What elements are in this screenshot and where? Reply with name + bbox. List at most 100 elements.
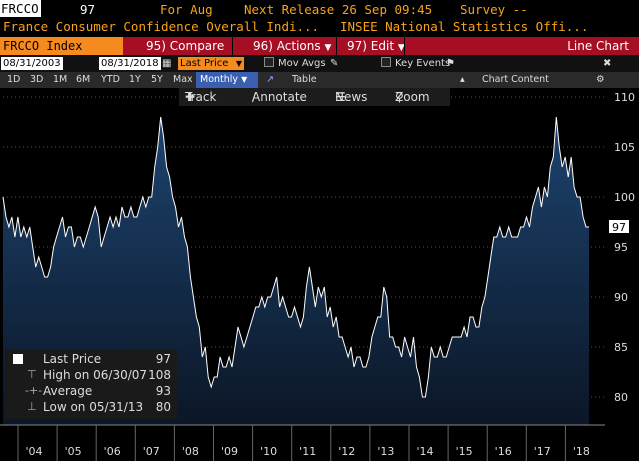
track-label: Track bbox=[185, 90, 217, 104]
y-tick-label: 95 bbox=[614, 241, 628, 254]
security-header-row: FRCCO 97 For Aug Next Release 26 Sep 09:… bbox=[0, 0, 639, 18]
close-icon[interactable]: ✖ bbox=[603, 58, 612, 69]
date-separator: - bbox=[55, 58, 59, 69]
period-max[interactable]: Max bbox=[173, 74, 193, 85]
pencil-icon: ∕ bbox=[252, 90, 257, 104]
legend-high-value: 108 bbox=[148, 368, 171, 382]
divider bbox=[336, 37, 337, 55]
field-label: Last Price bbox=[180, 58, 229, 69]
edit-button[interactable]: 97) Edit ▼ bbox=[347, 37, 405, 55]
x-tick-label: '16 bbox=[495, 445, 512, 458]
checkbox-icon bbox=[381, 57, 391, 67]
chart-type-label[interactable]: Line Chart bbox=[567, 39, 629, 53]
white-swatch-icon bbox=[13, 354, 23, 364]
chevron-down-icon: ▼ bbox=[397, 43, 405, 53]
line-chart-icon[interactable]: ↗ bbox=[266, 74, 274, 85]
x-tick-label: '18 bbox=[573, 445, 590, 458]
x-tick-label: '04 bbox=[25, 445, 42, 458]
x-tick-label: '12 bbox=[338, 445, 355, 458]
y-tick-label: 80 bbox=[614, 391, 628, 404]
area-fill bbox=[3, 117, 589, 425]
x-tick-label: '05 bbox=[65, 445, 82, 458]
legend-last-label: Last Price bbox=[43, 352, 102, 366]
legend-box: Last Price 97 ⊤ High on 06/30/07 108 -+-… bbox=[5, 349, 177, 419]
x-tick-label: '13 bbox=[377, 445, 394, 458]
ticker-label[interactable]: FRCCO bbox=[0, 0, 41, 17]
actions-button[interactable]: 96) Actions ▼ bbox=[253, 37, 331, 55]
end-date-input[interactable]: 08/31/2018 bbox=[99, 57, 161, 70]
function-bar: FRCCO Index 95) Compare 96) Actions ▼ 97… bbox=[0, 37, 639, 55]
table-button[interactable]: Table bbox=[292, 74, 317, 85]
last-value-marker: 97 bbox=[609, 220, 629, 234]
period-6m[interactable]: 6M bbox=[76, 74, 91, 85]
actions-number: 96) bbox=[253, 39, 273, 53]
period-ytd[interactable]: YTD bbox=[101, 74, 120, 85]
mov-avgs-label: Mov Avgs bbox=[278, 58, 326, 69]
legend-low: ⊥ Low on 05/31/13 80 bbox=[10, 399, 175, 415]
legend-high: ⊤ High on 06/30/07 108 bbox=[10, 367, 175, 383]
chart-content-icon[interactable]: ▴ bbox=[460, 74, 465, 85]
legend-low-value: 80 bbox=[155, 400, 171, 414]
zoom-label: Zoom bbox=[395, 90, 430, 104]
index-name[interactable]: FRCCO Index bbox=[0, 37, 123, 55]
period-1m[interactable]: 1M bbox=[53, 74, 68, 85]
key-events-toggle[interactable]: Key Events bbox=[381, 57, 450, 70]
flag-icon[interactable]: ⚑ bbox=[446, 58, 455, 69]
x-tick-label: '07 bbox=[143, 445, 160, 458]
x-tick-label: '11 bbox=[299, 445, 316, 458]
last-value: 97 bbox=[80, 2, 96, 17]
legend-average: -+- Average 93 bbox=[10, 383, 175, 399]
period-1d[interactable]: 1D bbox=[7, 74, 21, 85]
mov-avgs-toggle[interactable]: Mov Avgs bbox=[264, 57, 326, 70]
crosshair-icon: ✚ bbox=[185, 90, 196, 104]
low-marker-icon: ⊥ bbox=[27, 400, 37, 413]
news-icon: ☰ bbox=[335, 90, 346, 104]
y-tick-label: 85 bbox=[614, 341, 628, 354]
edit-label: Edit bbox=[370, 39, 395, 53]
x-tick-label: '14 bbox=[416, 445, 433, 458]
last-value-text: 97 bbox=[612, 221, 626, 234]
frequency-dropdown[interactable]: Monthly ▼ bbox=[196, 72, 258, 88]
legend-high-label: High on 06/30/07 bbox=[43, 368, 148, 382]
news-label: News bbox=[335, 90, 368, 104]
average-marker-icon: -+- bbox=[25, 384, 43, 397]
checkbox-icon bbox=[264, 57, 274, 67]
next-release: Next Release 26 Sep 09:45 bbox=[244, 2, 433, 17]
chevron-down-icon: ▼ bbox=[324, 43, 332, 53]
compare-button[interactable]: 95) Compare bbox=[146, 37, 224, 55]
divider bbox=[232, 37, 233, 55]
pencil-icon[interactable]: ✎ bbox=[330, 58, 339, 69]
frequency-label: Monthly bbox=[200, 74, 239, 85]
period-3d[interactable]: 3D bbox=[30, 74, 44, 85]
x-tick-label: '15 bbox=[456, 445, 473, 458]
divider bbox=[404, 37, 405, 55]
legend-last-price[interactable]: Last Price 97 bbox=[10, 351, 175, 367]
search-icon: ⚲ bbox=[395, 90, 404, 104]
x-tick-label: '17 bbox=[534, 445, 551, 458]
actions-label: Actions bbox=[276, 39, 321, 53]
chart-content-button[interactable]: Chart Content bbox=[482, 74, 549, 85]
period-5y[interactable]: 5Y bbox=[151, 74, 163, 85]
data-source: INSEE National Statistics Offi... bbox=[340, 19, 589, 34]
gear-icon[interactable]: ⚙ bbox=[596, 74, 605, 85]
legend-low-label: Low on 05/31/13 bbox=[43, 400, 144, 414]
index-description: France Consumer Confidence Overall Indi.… bbox=[3, 19, 320, 34]
edit-number: 97) bbox=[347, 39, 367, 53]
description-row: France Consumer Confidence Overall Indi.… bbox=[0, 19, 639, 37]
y-tick-label: 90 bbox=[614, 291, 628, 304]
chevron-down-icon: ▼ bbox=[241, 75, 248, 84]
period-1y[interactable]: 1Y bbox=[129, 74, 141, 85]
for-period: For Aug bbox=[160, 2, 213, 17]
chevron-down-icon: ▼ bbox=[235, 59, 242, 68]
x-tick-label: '09 bbox=[221, 445, 238, 458]
period-bar: 1D 3D 1M 6M YTD 1Y 5Y Max Monthly ▼ ↗ Ta… bbox=[0, 72, 639, 88]
survey: Survey -- bbox=[460, 2, 528, 17]
key-events-label: Key Events bbox=[395, 58, 451, 69]
field-dropdown[interactable]: Last Price ▼ bbox=[178, 57, 244, 70]
chart-tools: ✚ Track ∕ Annotate ☰ News ⚲ Zoom bbox=[179, 88, 450, 106]
start-date-input[interactable]: 08/31/2003 bbox=[1, 57, 63, 70]
legend-average-label: Average bbox=[43, 384, 93, 398]
y-tick-label: 110 bbox=[614, 91, 635, 104]
calendar-icon[interactable]: ▦ bbox=[162, 58, 172, 69]
x-tick-label: '08 bbox=[182, 445, 199, 458]
